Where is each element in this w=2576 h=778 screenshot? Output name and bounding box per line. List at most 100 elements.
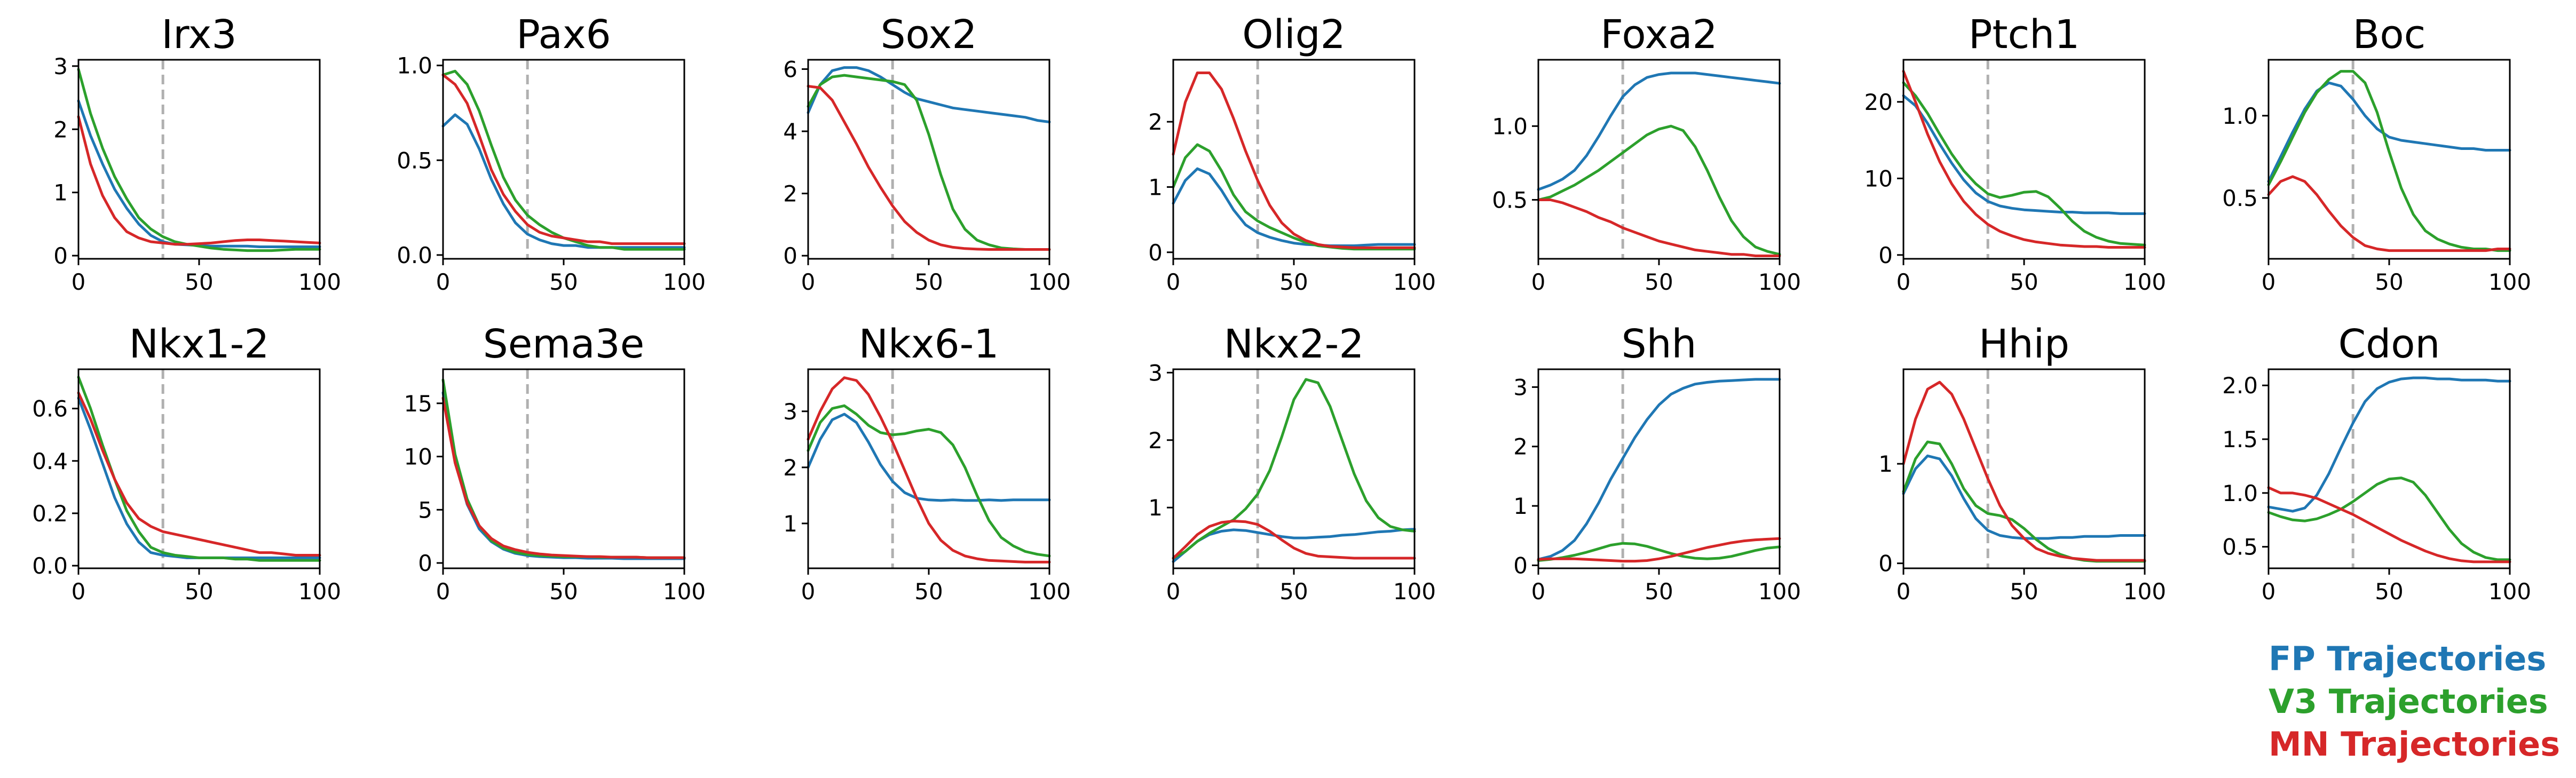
y-tick-label: 10 — [404, 444, 432, 470]
y-tick-label: 1.0 — [1492, 113, 1528, 139]
series-line-mn — [1172, 72, 1416, 249]
subplot-sema3e: Sema3e 0 50 100 0 5 10 15 — [404, 321, 706, 605]
subplot-foxa2: Foxa2 0 50 100 0.5 1.0 — [1492, 12, 1801, 295]
x-tick-label: 50 — [185, 578, 213, 605]
y-tick-label: 2 — [783, 455, 797, 481]
x-tick-label: 50 — [549, 269, 578, 295]
series-line-v3 — [1537, 124, 1781, 256]
x-tick-label: 0 — [1166, 578, 1181, 605]
y-tick-label: 0 — [1878, 551, 1893, 577]
y-tick-label: 0.6 — [32, 396, 68, 422]
y-tick-label: 0.5 — [1492, 187, 1528, 213]
subplot-title: Pax6 — [516, 12, 611, 58]
subplot-shh: Shh 0 50 100 0 1 2 3 — [1513, 321, 1801, 605]
series-line-fp — [1902, 94, 2146, 215]
series-line-fp — [441, 391, 686, 560]
subplot-title: Shh — [1622, 321, 1697, 367]
x-tick-label: 100 — [1028, 578, 1071, 605]
y-tick-label: 0 — [783, 243, 797, 269]
x-tick-label: 50 — [185, 269, 213, 295]
legend-entry-v3: V3 Trajectories — [2269, 682, 2548, 721]
y-tick-label: 0 — [53, 243, 68, 269]
series-line-v3 — [1172, 378, 1416, 560]
series-line-mn — [441, 396, 686, 559]
series-line-fp — [1902, 454, 2146, 540]
y-tick-label: 3 — [783, 399, 797, 425]
series-line-mn — [1902, 380, 2146, 562]
x-tick-label: 0 — [801, 269, 816, 295]
y-tick-label: 2 — [1148, 427, 1163, 454]
axes-frame — [442, 368, 685, 569]
x-tick-label: 0 — [1897, 578, 1911, 605]
subplot-title: Ptch1 — [1969, 12, 2080, 58]
x-tick-label: 0 — [72, 578, 86, 605]
x-tick-label: 50 — [549, 578, 578, 605]
y-tick-label: 0 — [1513, 552, 1528, 578]
y-tick-label: 0.4 — [32, 448, 68, 474]
axes-frame — [2267, 368, 2511, 569]
subplot-title: Hhip — [1979, 321, 2069, 367]
x-tick-label: 50 — [914, 578, 943, 605]
legend: FP Trajectories V3 Trajectories MN Traje… — [2269, 638, 2560, 766]
y-tick-label: 2 — [1148, 109, 1163, 135]
x-tick-label: 50 — [2375, 269, 2403, 295]
x-tick-label: 0 — [1531, 578, 1546, 605]
x-tick-label: 0 — [1166, 269, 1181, 295]
axes-frame — [2267, 59, 2511, 260]
subplot-title: Nkx2-2 — [1224, 321, 1364, 367]
series-line-fp — [2267, 376, 2511, 513]
y-tick-label: 0.5 — [2222, 185, 2258, 211]
series-line-mn — [1172, 520, 1416, 560]
subplot-title: Foxa2 — [1600, 12, 1717, 58]
subplot-title: Nkx6-1 — [859, 321, 999, 367]
y-tick-label: 1.0 — [2222, 103, 2258, 129]
x-tick-label: 50 — [2010, 269, 2038, 295]
x-tick-label: 100 — [2488, 269, 2531, 295]
y-tick-label: 0.0 — [32, 553, 68, 579]
subplot-boc: Boc 0 50 100 0.5 1.0 — [2222, 12, 2531, 295]
axes-frame — [1537, 59, 1781, 260]
y-tick-label: 1.0 — [2222, 480, 2258, 506]
axes-frame — [1172, 59, 1416, 260]
series-line-mn — [1537, 199, 1781, 257]
series-line-fp — [807, 66, 1051, 124]
x-tick-label: 100 — [2123, 578, 2166, 605]
x-tick-label: 100 — [298, 578, 341, 605]
y-tick-label: 0.0 — [397, 242, 432, 268]
subplot-title: Sox2 — [881, 12, 977, 58]
subplot-sox2: Sox2 0 50 100 0 2 4 6 — [783, 12, 1071, 295]
axes-frame — [77, 59, 321, 260]
x-tick-label: 100 — [1028, 269, 1071, 295]
x-tick-label: 100 — [1393, 269, 1436, 295]
series-line-fp — [1172, 528, 1416, 563]
y-tick-label: 6 — [783, 56, 797, 82]
y-tick-label: 10 — [1864, 165, 1893, 192]
y-tick-label: 5 — [418, 497, 432, 523]
x-tick-label: 100 — [298, 269, 341, 295]
axes-frame — [807, 59, 1050, 260]
series-line-fp — [807, 412, 1051, 502]
subplot-title: Sema3e — [483, 321, 645, 367]
x-tick-label: 0 — [1531, 269, 1546, 295]
y-tick-label: 0.2 — [32, 501, 68, 527]
y-tick-label: 0 — [1878, 242, 1893, 268]
series-line-mn — [807, 85, 1051, 251]
subplot-olig2: Olig2 0 50 100 0 1 2 — [1148, 12, 1436, 295]
x-tick-label: 0 — [72, 269, 86, 295]
y-tick-label: 1.0 — [397, 53, 432, 79]
x-tick-label: 100 — [1758, 269, 1801, 295]
series-line-v3 — [2267, 477, 2511, 561]
axes-frame — [442, 59, 685, 260]
x-tick-label: 50 — [2375, 578, 2403, 605]
legend-entry-mn: MN Trajectories — [2269, 725, 2561, 764]
y-tick-label: 3 — [53, 53, 68, 80]
subplot-title: Olig2 — [1242, 12, 1345, 58]
series-line-v3 — [77, 376, 321, 562]
series-line-fp — [1537, 378, 1781, 561]
series-line-fp — [441, 113, 686, 249]
y-tick-label: 3 — [1513, 374, 1528, 400]
series-line-v3 — [1902, 81, 2146, 247]
series-line-mn — [77, 115, 321, 246]
x-tick-label: 50 — [914, 269, 943, 295]
